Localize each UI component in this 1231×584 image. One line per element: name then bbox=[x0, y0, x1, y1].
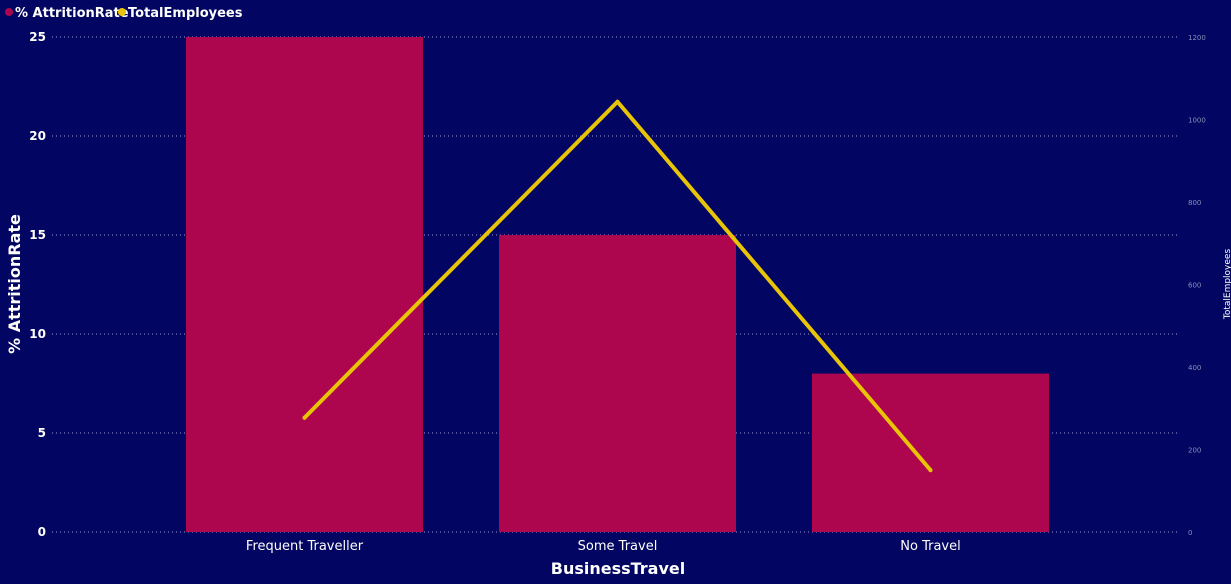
y2-tick-label: 600 bbox=[1188, 282, 1201, 290]
right-axis-ticks: 0 200 400 600 800 1000 1200 bbox=[1188, 34, 1206, 537]
y-tick-label: 10 bbox=[29, 327, 46, 341]
line-point[interactable] bbox=[928, 468, 933, 473]
x-tick-label: Some Travel bbox=[578, 539, 658, 554]
bars[interactable] bbox=[186, 37, 1049, 532]
category-labels: Frequent Traveller Some Travel No Travel bbox=[246, 539, 961, 554]
y2-tick-label: 200 bbox=[1188, 447, 1201, 455]
y-tick-label: 0 bbox=[38, 525, 46, 539]
bar[interactable] bbox=[812, 373, 1049, 532]
bar[interactable] bbox=[186, 37, 423, 532]
y-tick-label: 5 bbox=[38, 426, 46, 440]
x-axis-title: BusinessTravel bbox=[551, 559, 686, 578]
legend[interactable]: % AttritionRate TotalEmployees bbox=[5, 6, 243, 21]
line-point[interactable] bbox=[615, 99, 620, 104]
y2-axis-title: TotalEmployees bbox=[1223, 249, 1231, 321]
y-tick-label: 20 bbox=[29, 129, 46, 143]
legend-swatch-attrition bbox=[5, 8, 13, 16]
x-tick-label: No Travel bbox=[900, 539, 960, 554]
line-point[interactable] bbox=[302, 415, 307, 420]
y2-tick-label: 400 bbox=[1188, 364, 1201, 372]
legend-label-employees: TotalEmployees bbox=[128, 6, 243, 21]
y-axis-title: % AttritionRate bbox=[5, 214, 24, 354]
y2-tick-label: 1200 bbox=[1188, 34, 1206, 42]
employees-line[interactable] bbox=[302, 99, 933, 473]
legend-swatch-employees bbox=[118, 8, 126, 16]
x-tick-label: Frequent Traveller bbox=[246, 539, 364, 554]
y2-tick-label: 800 bbox=[1188, 199, 1201, 207]
y2-tick-label: 1000 bbox=[1188, 117, 1206, 125]
y2-tick-label: 0 bbox=[1188, 529, 1192, 537]
bar[interactable] bbox=[499, 235, 736, 532]
y-tick-label: 25 bbox=[29, 30, 46, 44]
legend-label-attrition: % AttritionRate bbox=[15, 6, 129, 21]
y-tick-label: 15 bbox=[29, 228, 46, 242]
left-axis-ticks: 0 5 10 15 20 25 bbox=[29, 30, 46, 539]
